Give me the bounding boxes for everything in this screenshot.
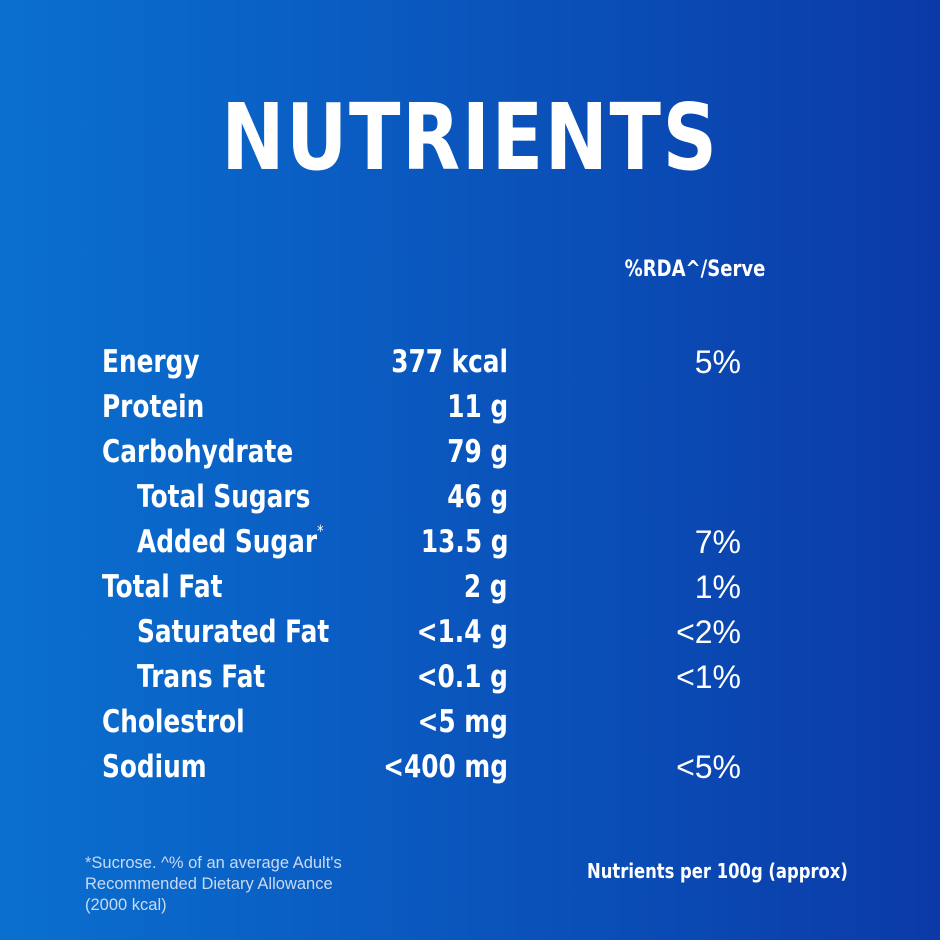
nutrient-name: Total Fat [102, 569, 223, 605]
nutrient-rda: <2% [676, 614, 741, 650]
nutrient-name: Cholestrol [102, 704, 245, 740]
nutrient-row-trans-fat: Trans Fat <0.1 g <1% [0, 655, 940, 700]
nutrient-row-sodium: Sodium <400 mg <5% [0, 745, 940, 790]
nutrient-amount: 2 g [464, 569, 508, 605]
nutrient-table: Energy 377 kcal 5% Protein 11 g Carbohyd… [0, 340, 940, 790]
nutrient-row-added-sugar: Added Sugar* 13.5 g 7% [0, 520, 940, 565]
nutrient-amount: 13.5 g [420, 524, 508, 560]
footnote: *Sucrose. ^% of an average Adult's Recom… [85, 853, 445, 916]
nutrient-rda: <5% [676, 749, 741, 785]
nutrient-amount: 79 g [447, 434, 508, 470]
nutrient-amount: 377 kcal [391, 344, 508, 380]
nutrient-amount: 46 g [447, 479, 508, 515]
nutrient-amount: 11 g [447, 389, 508, 425]
nutrient-name: Protein [102, 389, 205, 425]
nutrient-row-energy: Energy 377 kcal 5% [0, 340, 940, 385]
nutrient-row-total-fat: Total Fat 2 g 1% [0, 565, 940, 610]
footnote-line: *Sucrose. ^% of an average Adult's [85, 854, 342, 872]
nutrient-rda: 1% [694, 569, 741, 605]
nutrient-name: Saturated Fat [137, 614, 330, 650]
nutrient-row-total-sugars: Total Sugars 46 g [0, 475, 940, 520]
rda-column-header: %RDA^/Serve [624, 257, 766, 282]
nutrient-name: Energy [102, 344, 200, 380]
nutrient-amount: <1.4 g [416, 614, 508, 650]
nutrient-name-text: Added Sugar [137, 524, 318, 560]
nutrient-row-saturated-fat: Saturated Fat <1.4 g <2% [0, 610, 940, 655]
footnote-line: Recommended Dietary Allowance [85, 875, 333, 893]
nutrient-name: Carbohydrate [102, 434, 294, 470]
footnote-line: (2000 kcal) [85, 896, 167, 914]
per-100g-note: Nutrients per 100g (approx) [587, 859, 848, 883]
page-title: NUTRIENTS [221, 84, 719, 191]
nutrient-amount: <0.1 g [416, 659, 508, 695]
nutrient-row-protein: Protein 11 g [0, 385, 940, 430]
nutrient-row-carbohydrate: Carbohydrate 79 g [0, 430, 940, 475]
nutrient-rda: 7% [694, 524, 741, 560]
nutrient-row-cholestrol: Cholestrol <5 mg [0, 700, 940, 745]
nutrient-rda: <1% [676, 659, 741, 695]
nutrient-name: Total Sugars [137, 479, 311, 515]
footnote-marker: * [317, 521, 324, 540]
nutrient-name: Added Sugar* [137, 520, 324, 565]
nutrient-amount: <5 mg [417, 704, 508, 740]
nutrient-amount: <400 mg [383, 749, 508, 785]
nutrient-name: Sodium [102, 749, 207, 785]
nutrient-rda: 5% [694, 344, 741, 380]
nutrient-name: Trans Fat [137, 659, 266, 695]
